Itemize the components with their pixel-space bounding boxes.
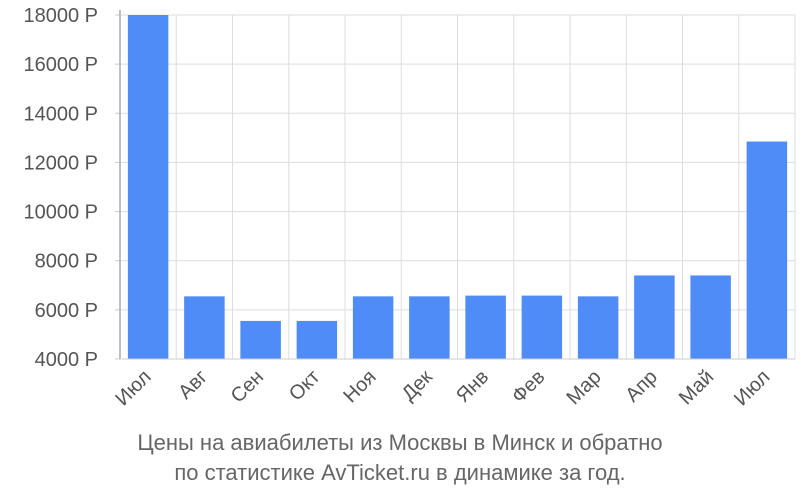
x-tick-label: Янв <box>452 366 493 407</box>
bar <box>577 296 619 359</box>
y-tick-label: 16000 Р <box>23 54 98 76</box>
y-tick-label: 18000 Р <box>23 5 98 27</box>
x-tick-label: Ноя <box>339 366 380 407</box>
chart-subtitle: по статистике AvTicket.ru в динамике за … <box>174 460 626 485</box>
x-tick-label: Окт <box>285 366 324 405</box>
x-tick-label: Фев <box>508 366 550 408</box>
axes <box>115 10 795 360</box>
bars <box>127 15 788 359</box>
y-tick-label: 14000 Р <box>23 103 98 125</box>
y-tick-label: 6000 Р <box>35 300 98 322</box>
x-tick-label: Апр <box>621 366 662 407</box>
x-tick-label: Дек <box>398 366 437 405</box>
bar <box>521 295 563 359</box>
x-tick-labels: Июл Авг Сен Окт Ноя Дек Янв Фев Мар Апр Май Июл <box>111 366 774 410</box>
y-tick-label: 8000 Р <box>35 251 98 273</box>
grid-lines <box>120 14 796 360</box>
bar <box>296 320 338 359</box>
x-tick-label: Июл <box>111 366 155 410</box>
y-tick-label: 10000 Р <box>23 202 98 224</box>
bar <box>352 296 394 359</box>
x-tick-label: Сен <box>227 366 268 407</box>
bar <box>127 15 169 359</box>
bar <box>634 275 675 359</box>
x-tick-label: Мар <box>562 366 605 409</box>
y-tick-labels: 4000 Р 6000 Р 8000 Р 10000 Р 12000 Р 14000 Р 1… <box>23 5 98 371</box>
x-tick-label: Май <box>675 366 718 409</box>
bar <box>184 296 225 359</box>
bar <box>690 275 731 359</box>
chart-title: Цены на авиабилеты из Москвы в Минск и о… <box>137 430 663 455</box>
y-tick-label: 12000 Р <box>23 152 98 174</box>
x-tick-label: Авг <box>174 366 212 404</box>
y-tick-label: 4000 Р <box>35 349 98 371</box>
x-tick-label: Июл <box>730 366 774 410</box>
bar <box>465 295 506 359</box>
bar <box>746 141 788 359</box>
bar <box>240 320 281 359</box>
bar <box>409 296 450 359</box>
